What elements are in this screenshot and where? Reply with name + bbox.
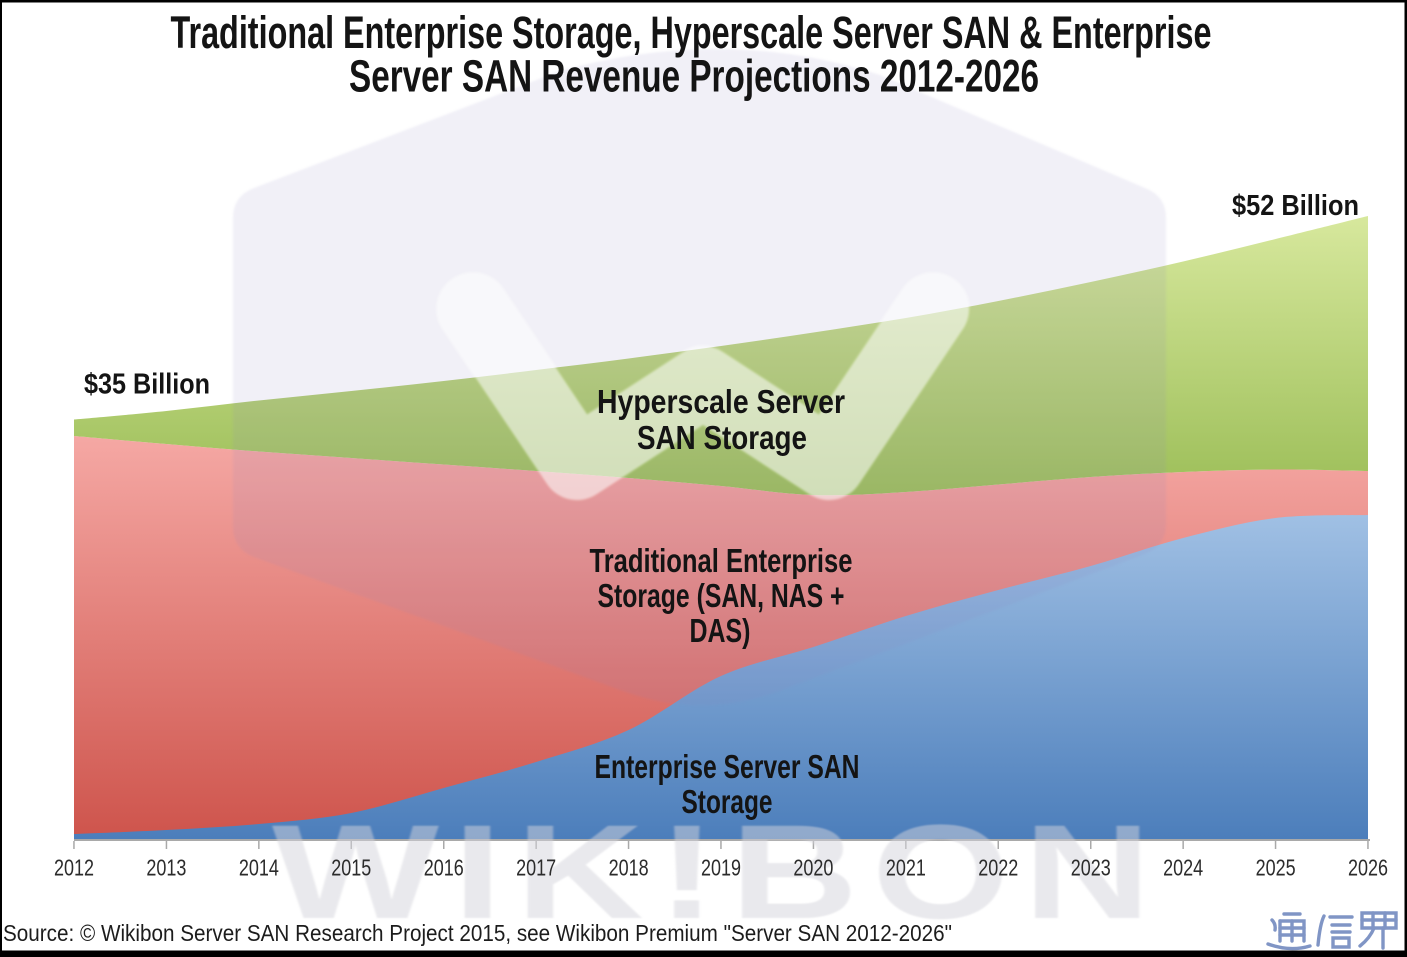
svg-text:2012: 2012 (54, 855, 94, 881)
svg-text:2024: 2024 (1163, 855, 1203, 881)
svg-text:2017: 2017 (516, 855, 556, 881)
svg-text:DAS): DAS) (690, 612, 751, 649)
svg-text:Source: © Wikibon Server SAN R: Source: © Wikibon Server SAN Research Pr… (3, 920, 952, 946)
svg-text:2022: 2022 (978, 855, 1018, 881)
svg-text:SAN Storage: SAN Storage (637, 419, 807, 456)
svg-text:WIK!BON: WIK!BON (272, 798, 1151, 947)
svg-text:2015: 2015 (331, 855, 371, 881)
svg-text:2013: 2013 (146, 855, 186, 881)
svg-text:Traditional Enterprise Storage: Traditional Enterprise Storage, Hypersca… (171, 7, 1212, 58)
svg-text:2018: 2018 (609, 855, 649, 881)
svg-text:2019: 2019 (701, 855, 741, 881)
svg-text:2014: 2014 (239, 855, 279, 881)
svg-text:2025: 2025 (1256, 855, 1296, 881)
svg-text:2016: 2016 (424, 855, 464, 881)
svg-text:Hyperscale Server: Hyperscale Server (597, 383, 845, 420)
svg-text:$35 Billion: $35 Billion (84, 369, 210, 401)
svg-text:Storage (SAN, NAS +: Storage (SAN, NAS + (598, 577, 845, 614)
svg-text:Enterprise Server SAN: Enterprise Server SAN (595, 748, 860, 785)
svg-text:Traditional Enterprise: Traditional Enterprise (590, 542, 853, 579)
svg-text:2021: 2021 (886, 855, 926, 881)
svg-text:$52 Billion: $52 Billion (1232, 190, 1359, 222)
svg-text:2023: 2023 (1071, 855, 1111, 881)
svg-text:Storage: Storage (682, 783, 773, 820)
svg-text:Server SAN Revenue Projections: Server SAN Revenue Projections 2012-2026 (349, 51, 1039, 102)
svg-text:2020: 2020 (793, 855, 833, 881)
svg-text:2026: 2026 (1348, 855, 1388, 881)
